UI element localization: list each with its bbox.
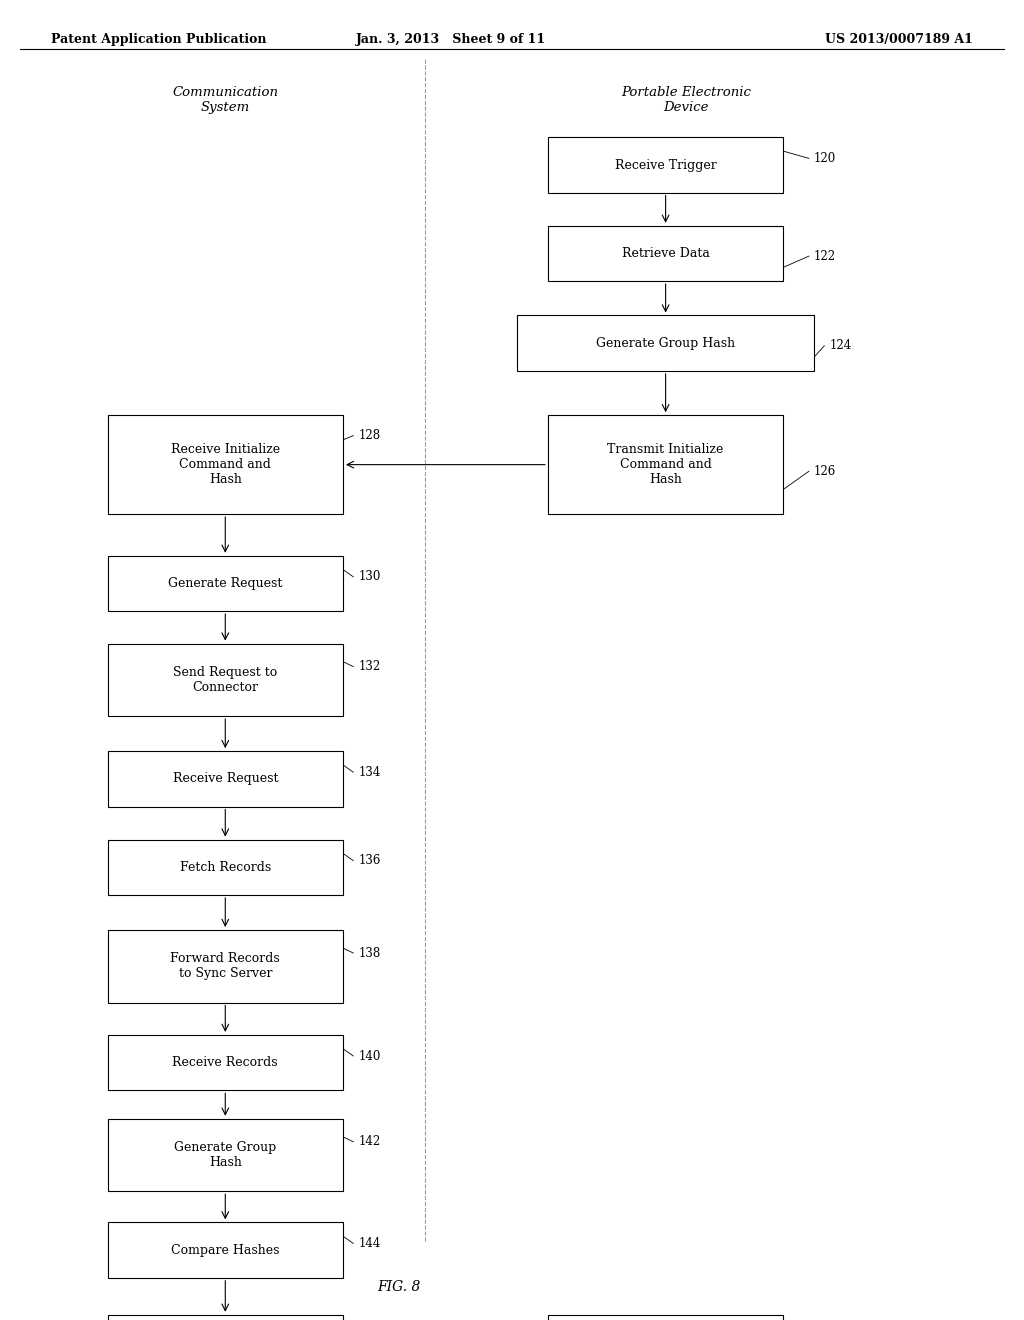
Text: 140: 140	[358, 1049, 381, 1063]
FancyBboxPatch shape	[108, 414, 343, 513]
FancyBboxPatch shape	[108, 929, 343, 1003]
FancyBboxPatch shape	[548, 226, 783, 281]
FancyBboxPatch shape	[108, 1119, 343, 1191]
Text: Communication
System: Communication System	[172, 86, 279, 114]
Text: 120: 120	[814, 152, 837, 165]
Text: Receive Records: Receive Records	[172, 1056, 279, 1069]
Text: US 2013/0007189 A1: US 2013/0007189 A1	[825, 33, 973, 46]
Text: Forward Records
to Sync Server: Forward Records to Sync Server	[170, 952, 281, 981]
Text: Compare Hashes: Compare Hashes	[171, 1243, 280, 1257]
FancyBboxPatch shape	[517, 315, 814, 371]
Text: Receive Initialize
Command and
Hash: Receive Initialize Command and Hash	[171, 444, 280, 486]
Text: 124: 124	[829, 339, 852, 352]
Text: 144: 144	[358, 1237, 381, 1250]
FancyBboxPatch shape	[108, 644, 343, 715]
Text: 134: 134	[358, 766, 381, 779]
FancyBboxPatch shape	[548, 137, 783, 193]
Text: Send Request to
Connector: Send Request to Connector	[173, 665, 278, 694]
FancyBboxPatch shape	[108, 751, 343, 807]
Text: 130: 130	[358, 570, 381, 583]
Text: Patent Application Publication: Patent Application Publication	[51, 33, 266, 46]
Text: Fetch Records: Fetch Records	[179, 861, 271, 874]
Text: Transmit Initialize
Command and
Hash: Transmit Initialize Command and Hash	[607, 444, 724, 486]
Text: Receive Trigger: Receive Trigger	[614, 158, 717, 172]
Text: Retrieve Data: Retrieve Data	[622, 247, 710, 260]
Text: Portable Electronic
Device: Portable Electronic Device	[622, 86, 751, 114]
FancyBboxPatch shape	[548, 1315, 783, 1320]
Text: 136: 136	[358, 854, 381, 867]
Text: Jan. 3, 2013   Sheet 9 of 11: Jan. 3, 2013 Sheet 9 of 11	[355, 33, 546, 46]
Text: 138: 138	[358, 946, 381, 960]
Text: Receive Request: Receive Request	[172, 772, 279, 785]
Text: 128: 128	[358, 429, 381, 442]
FancyBboxPatch shape	[108, 1315, 343, 1320]
Text: 122: 122	[814, 249, 837, 263]
Text: Generate Group
Hash: Generate Group Hash	[174, 1140, 276, 1170]
Text: Generate Group Hash: Generate Group Hash	[596, 337, 735, 350]
Text: 142: 142	[358, 1135, 381, 1148]
Text: Generate Request: Generate Request	[168, 577, 283, 590]
FancyBboxPatch shape	[108, 1222, 343, 1278]
FancyBboxPatch shape	[108, 1035, 343, 1090]
FancyBboxPatch shape	[108, 556, 343, 611]
FancyBboxPatch shape	[108, 840, 343, 895]
Text: 132: 132	[358, 660, 381, 673]
Text: 126: 126	[814, 465, 837, 478]
FancyBboxPatch shape	[548, 414, 783, 513]
Text: FIG. 8: FIG. 8	[378, 1280, 421, 1295]
